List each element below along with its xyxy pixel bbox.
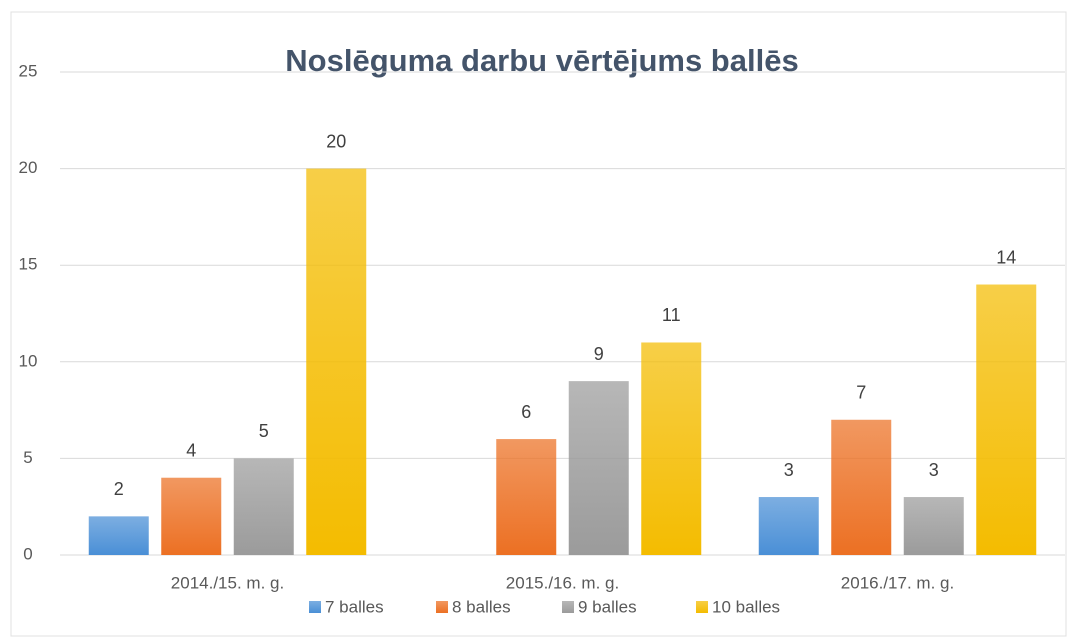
data-label: 7 <box>856 383 866 403</box>
y-tick-label: 5 <box>23 448 32 467</box>
legend-label: 10 balles <box>712 597 780 616</box>
data-label: 20 <box>326 131 346 151</box>
x-tick-label: 2014./15. m. g. <box>171 573 284 592</box>
x-tick-label: 2016./17. m. g. <box>841 573 954 592</box>
data-label: 3 <box>929 460 939 480</box>
data-label: 11 <box>662 305 681 325</box>
legend-label: 9 balles <box>578 597 637 616</box>
y-tick-label: 15 <box>19 255 38 274</box>
legend-swatch <box>436 601 448 613</box>
y-tick-label: 0 <box>23 544 32 563</box>
data-label: 14 <box>996 247 1016 267</box>
bar <box>976 284 1037 555</box>
bar <box>641 342 702 555</box>
legend-swatch <box>562 601 574 613</box>
data-label: 9 <box>594 344 604 364</box>
x-tick-label: 2015./16. m. g. <box>506 573 619 592</box>
data-label: 4 <box>186 440 196 460</box>
data-label: 3 <box>784 460 794 480</box>
legend-label: 7 balles <box>325 597 384 616</box>
data-label: 2 <box>114 479 124 499</box>
bar <box>903 497 964 555</box>
legend-label: 8 balles <box>452 597 511 616</box>
legend-swatch <box>309 601 321 613</box>
bar <box>306 168 367 555</box>
legend-swatch <box>696 601 708 613</box>
bar <box>233 458 294 555</box>
y-tick-label: 25 <box>19 61 38 80</box>
chart-title: Noslēguma darbu vērtējums ballēs <box>285 43 798 78</box>
data-label: 6 <box>521 402 531 422</box>
bar <box>496 439 557 555</box>
bar <box>88 516 149 555</box>
y-tick-label: 10 <box>19 351 38 370</box>
bar <box>831 419 892 555</box>
bar <box>758 497 819 555</box>
data-label: 5 <box>259 421 269 441</box>
y-tick-label: 20 <box>19 158 38 177</box>
bar <box>568 381 629 555</box>
bar <box>161 477 222 555</box>
